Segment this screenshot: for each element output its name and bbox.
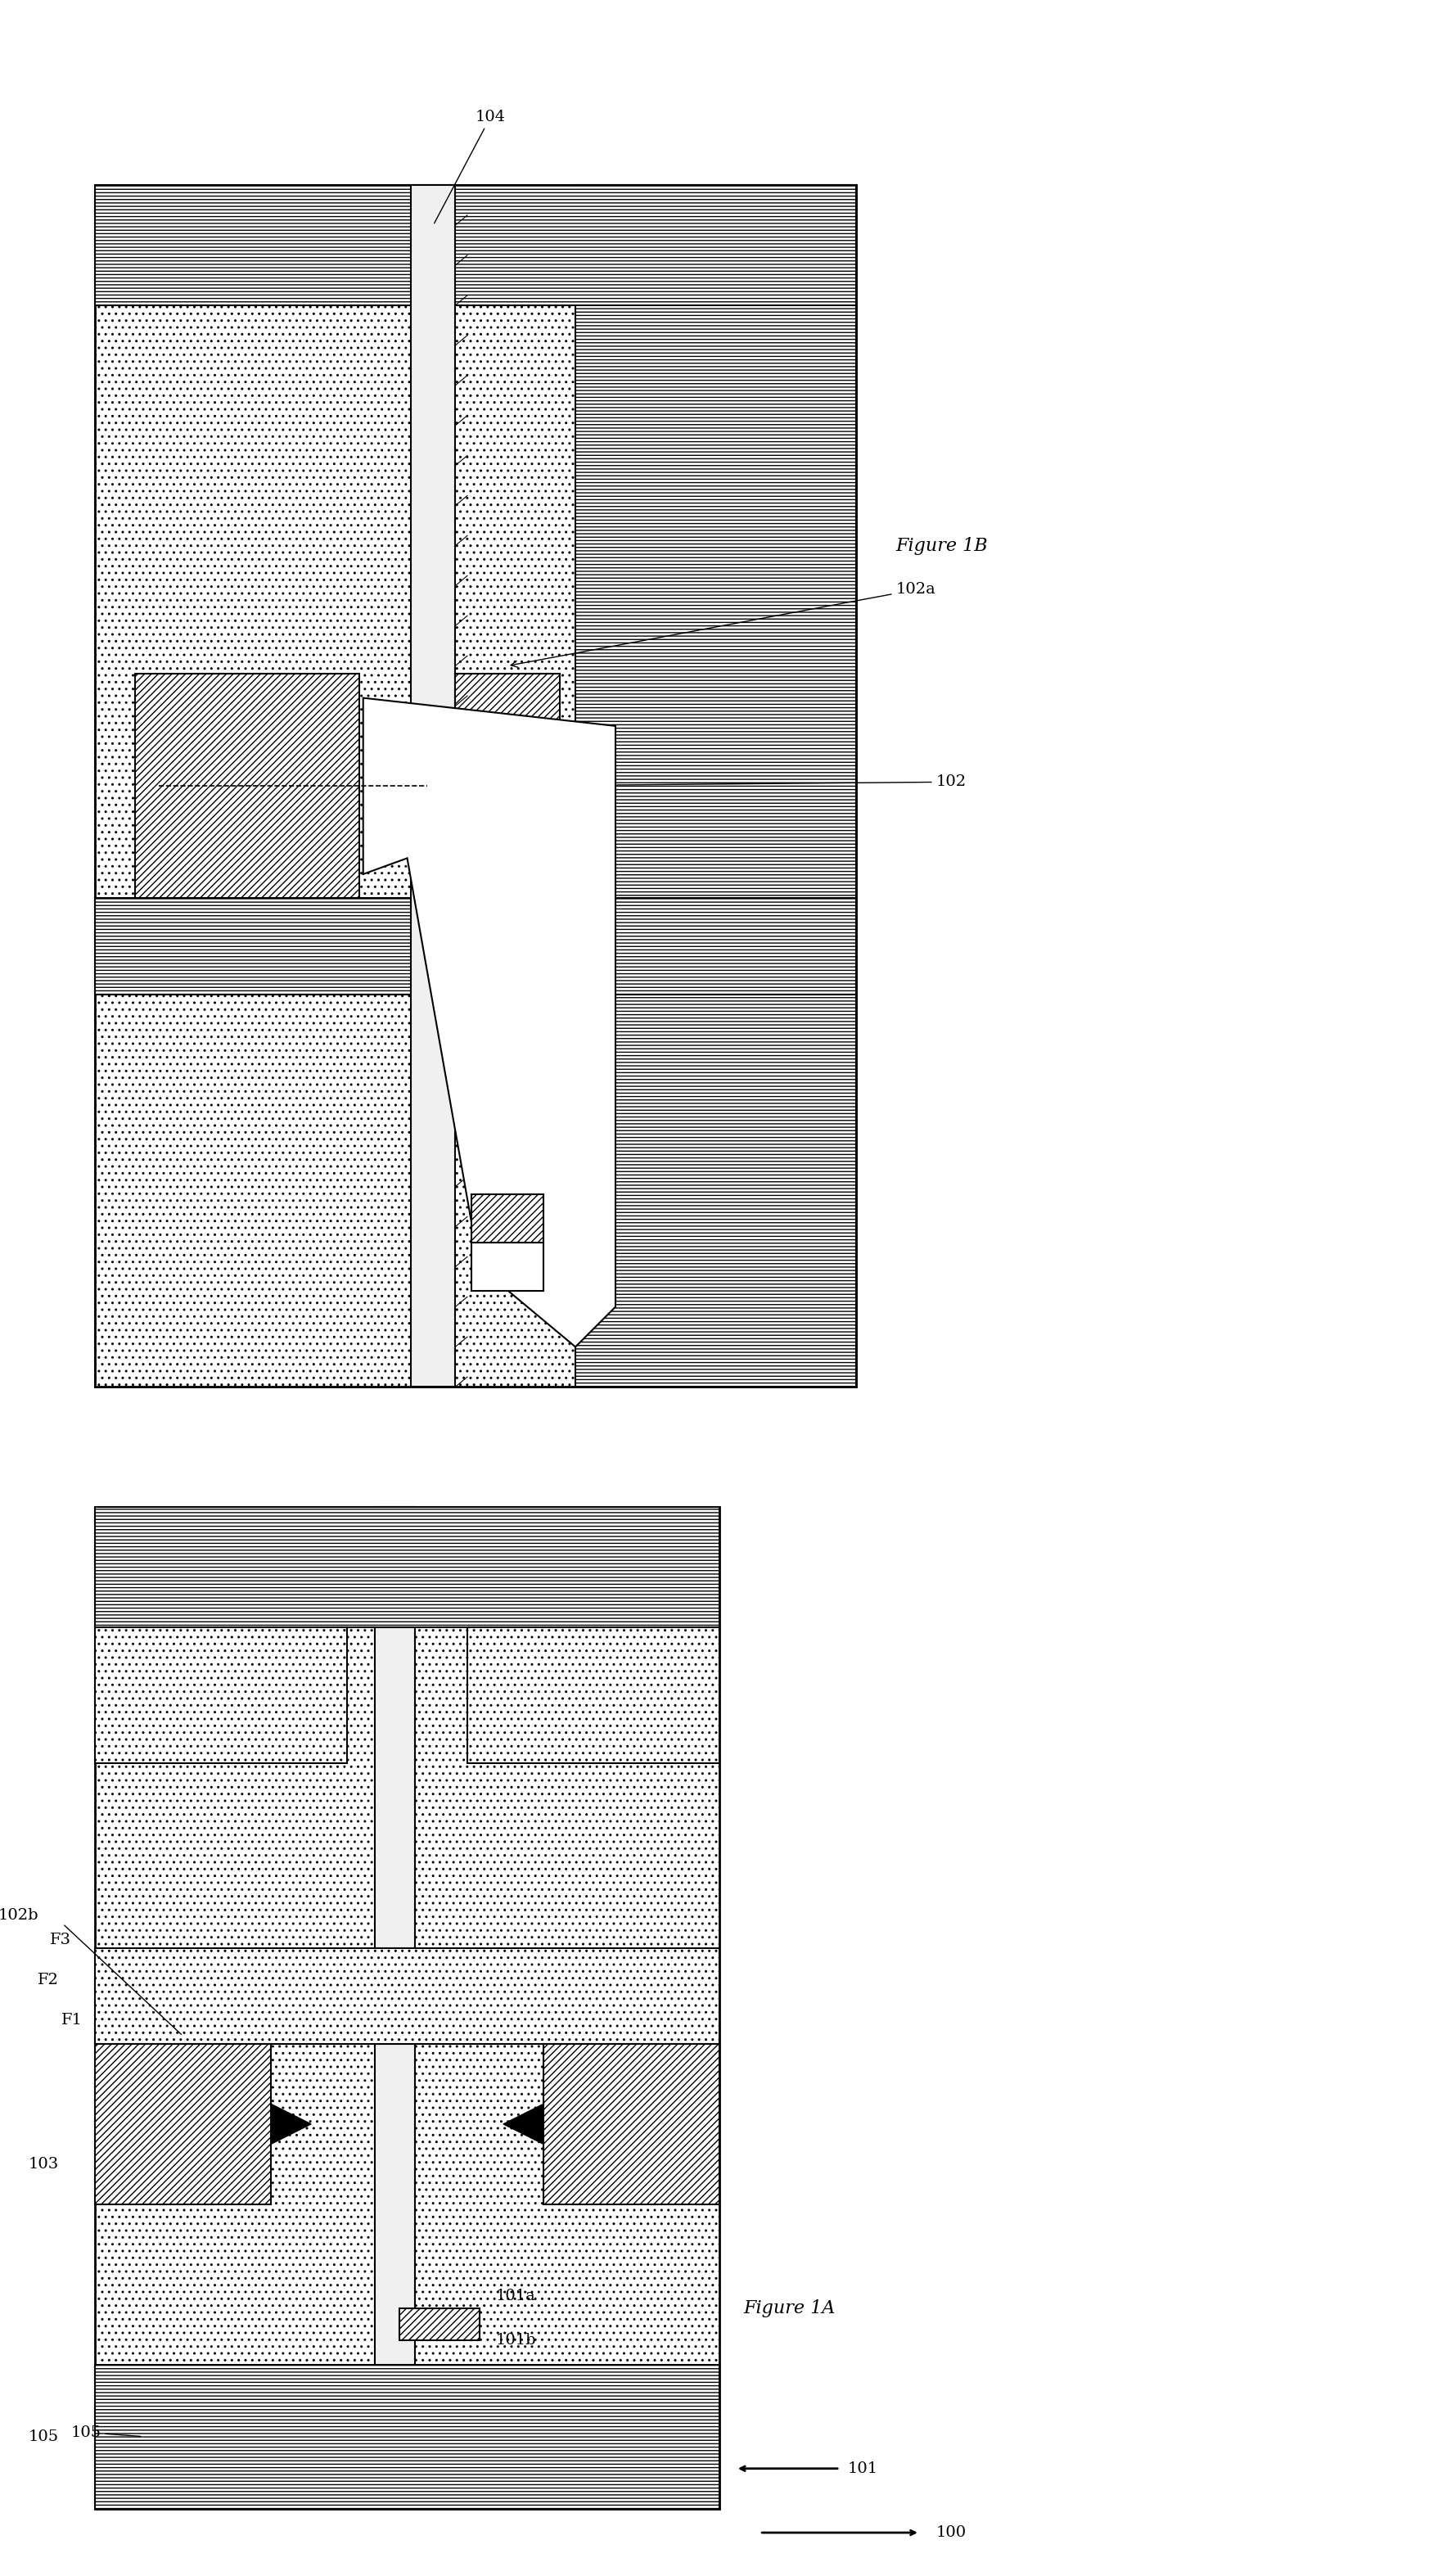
Bar [456, 675, 560, 899]
Bar [576, 185, 855, 1386]
Text: Figure 1B: Figure 1B [896, 536, 988, 554]
Polygon shape [504, 2092, 567, 2156]
Bar [96, 899, 855, 994]
Bar [472, 1242, 544, 1291]
Bar [135, 675, 359, 899]
Text: 100: 100 [936, 2524, 967, 2540]
Bar [411, 185, 456, 1386]
Bar [96, 185, 855, 307]
Text: 101a: 101a [495, 2290, 535, 2303]
Bar [375, 1507, 415, 2365]
Text: 101: 101 [848, 2460, 878, 2476]
Bar [96, 1507, 719, 2509]
Text: 102: 102 [499, 775, 967, 788]
Text: 103: 103 [29, 2156, 59, 2172]
Text: F1: F1 [62, 2012, 82, 2027]
Bar [96, 1628, 347, 1765]
Text: 105: 105 [71, 2424, 140, 2439]
Text: 105: 105 [29, 2429, 59, 2445]
Text: F3: F3 [49, 1932, 71, 1947]
Text: F2: F2 [38, 1973, 59, 1986]
Bar [544, 2043, 719, 2205]
Bar [96, 2365, 719, 2509]
Bar [96, 185, 855, 1386]
Bar [399, 2308, 479, 2342]
Bar [96, 1507, 719, 1628]
Bar [472, 1195, 544, 1242]
Text: 102b: 102b [0, 1909, 39, 1924]
Bar [96, 2043, 271, 2205]
Text: 101b: 101b [495, 2334, 535, 2347]
Bar [96, 185, 855, 1386]
Bar [96, 1947, 719, 2043]
Text: 102a: 102a [511, 582, 936, 667]
Text: 104: 104 [434, 111, 505, 224]
Polygon shape [363, 698, 615, 1347]
Text: Figure 1A: Figure 1A [744, 2300, 835, 2318]
Polygon shape [247, 2092, 311, 2156]
Bar [467, 1628, 719, 1765]
